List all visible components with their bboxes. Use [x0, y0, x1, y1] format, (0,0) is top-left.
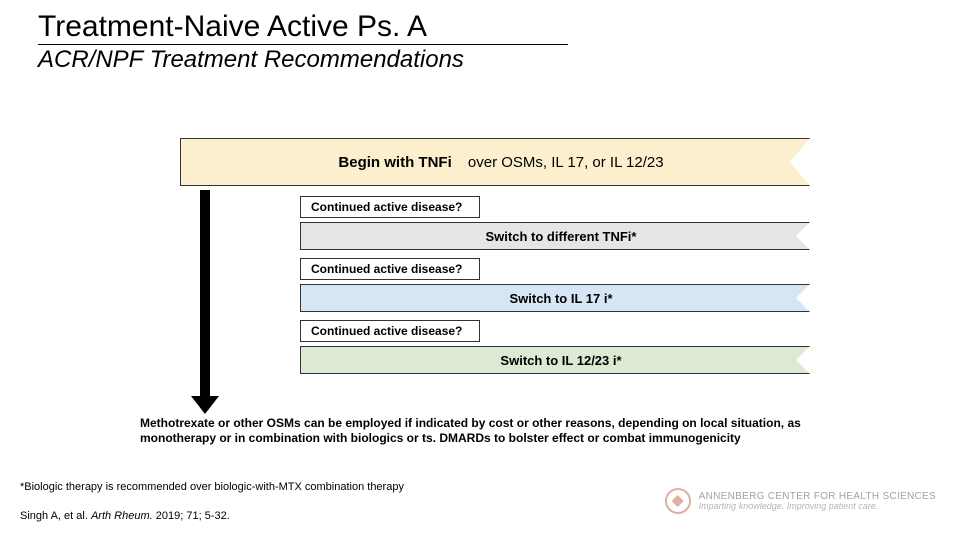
biologic-footnote: *Biologic therapy is recommended over bi… [20, 481, 404, 493]
question-1: Continued active disease? [300, 196, 480, 218]
step-bar-3: Switch to IL 12/23 i* [300, 346, 810, 374]
logo-line1: ANNENBERG CENTER FOR HEALTH SCIENCES [699, 491, 936, 502]
annenberg-logo-icon [665, 488, 691, 514]
title-underline [38, 44, 568, 45]
question-3: Continued active disease? [300, 320, 480, 342]
question-2: Continued active disease? [300, 258, 480, 280]
step-bar-2: Switch to IL 17 i* [300, 284, 810, 312]
citation: Singh A, et al. Arth Rheum. 2019; 71; 5-… [20, 510, 230, 522]
methotrexate-note: Methotrexate or other OSMs can be employ… [140, 416, 840, 446]
logo-line2: Imparting knowledge. Improving patient c… [699, 502, 936, 512]
page-title: Treatment-Naive Active Ps. A [38, 10, 427, 44]
page-subtitle: ACR/NPF Treatment Recommendations [38, 46, 464, 74]
annenberg-logo: ANNENBERG CENTER FOR HEALTH SCIENCES Imp… [665, 488, 936, 514]
begin-step-bar: Begin with TNFi over OSMs, IL 17, or IL … [180, 138, 810, 186]
step-bar-1: Switch to different TNFi* [300, 222, 810, 250]
